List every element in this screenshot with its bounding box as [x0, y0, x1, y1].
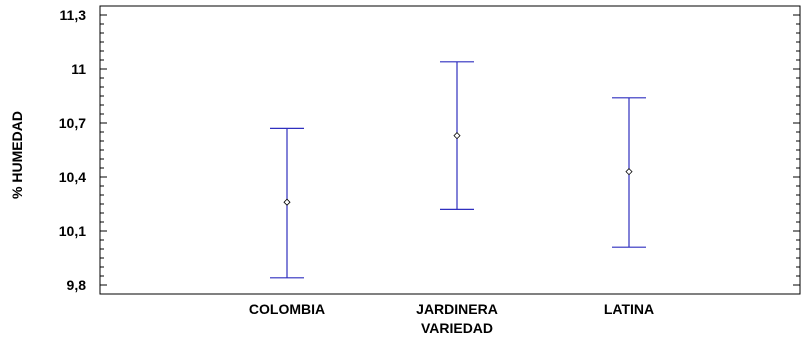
y-tick-label: 11 [71, 61, 86, 77]
x-tick-label: COLOMBIA [249, 301, 325, 317]
mean-point [625, 168, 633, 176]
y-tick-label: 10,7 [59, 115, 86, 131]
y-tick-label: 11,3 [60, 7, 87, 23]
y-tick-label: 10,1 [59, 223, 86, 239]
x-axis: COLOMBIA JARDINERA LATINA [249, 301, 654, 317]
y-axis-title: % HUMEDAD [9, 111, 25, 199]
plot-border [99, 5, 801, 295]
plot-frame [99, 5, 801, 295]
interval-series [270, 61, 646, 279]
mean-point [283, 198, 291, 206]
y-tick-label: 10,4 [59, 169, 86, 185]
mean-point [453, 132, 461, 140]
x-axis-title: VARIEDAD [421, 320, 493, 336]
y-tick-label: 9,8 [67, 277, 87, 293]
x-tick-label: LATINA [604, 301, 654, 317]
x-tick-label: JARDINERA [416, 301, 498, 317]
y-axis: 9,8 10,1 10,4 10,7 11 11,3 [59, 5, 800, 295]
